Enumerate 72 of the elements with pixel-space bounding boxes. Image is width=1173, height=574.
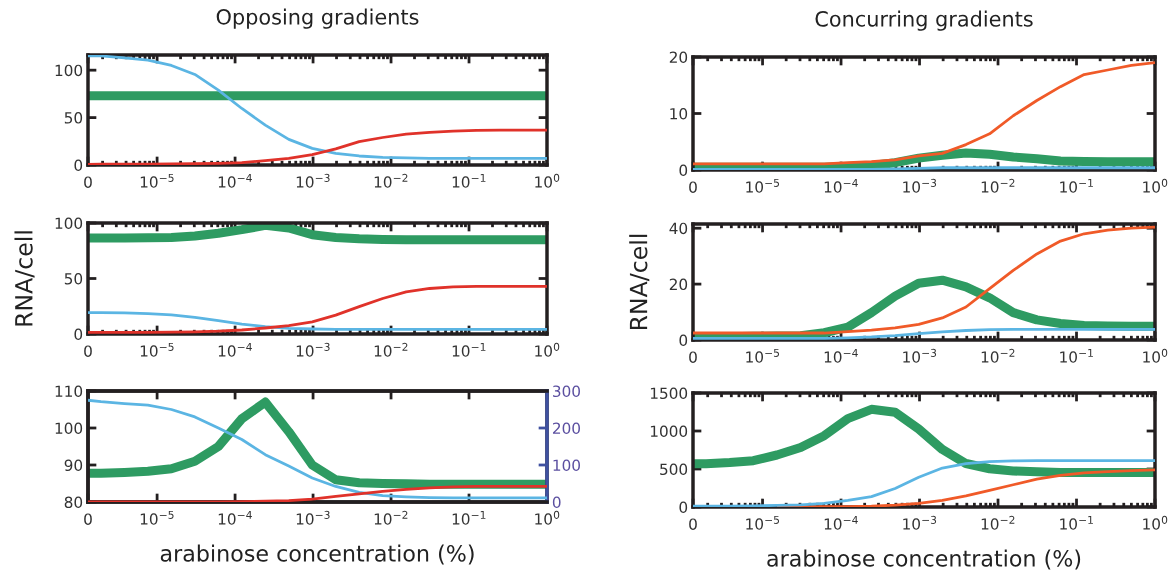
- x-tick-label: 10$^{−3}$: [903, 178, 937, 193]
- y-tick-label: 0: [679, 334, 688, 347]
- y-tick-label: 90: [64, 459, 83, 472]
- x-tick-label: 0: [84, 176, 92, 188]
- y-tick-label: 100: [55, 64, 83, 77]
- y-tick-label: 500: [660, 463, 688, 476]
- x-axis-title: arabinose concentration (%): [160, 544, 474, 565]
- x-tick-label: 10$^{−4}$: [218, 510, 252, 525]
- y-tick-label: 20: [669, 51, 688, 64]
- x-tick-label: 0: [689, 518, 697, 530]
- y2-tick-label: 100: [553, 459, 581, 472]
- x-tick-label: 10$^{−5}$: [746, 515, 780, 530]
- x-tick-label: 0: [84, 345, 92, 357]
- y-tick-label: 1000: [650, 425, 688, 438]
- x-tick-label: 10$^{0}$: [535, 173, 560, 188]
- x-tick-label: 10$^{0}$: [1143, 348, 1168, 363]
- y-tick-label: 1500: [650, 387, 688, 400]
- y-axis-title: RNA/cell: [629, 234, 650, 330]
- y-tick-label: 20: [669, 278, 688, 291]
- x-tick-label: 10$^{−2}$: [374, 173, 408, 188]
- x-tick-label: 10$^{−4}$: [218, 173, 252, 188]
- y-tick-label: 80: [64, 496, 83, 509]
- y2-tick-label: 200: [552, 422, 581, 435]
- x-tick-label: 10$^{−2}$: [981, 515, 1015, 530]
- x-tick-label: 10$^{0}$: [1143, 515, 1168, 530]
- chart-title: Opposing gradients: [216, 8, 419, 29]
- x-tick-label: 10$^{−2}$: [374, 342, 408, 357]
- x-tick-label: 10$^{−3}$: [903, 348, 937, 363]
- x-tick-label: 10$^{−4}$: [824, 348, 858, 363]
- x-tick-label: 0: [689, 351, 697, 363]
- x-tick-label: 10$^{−3}$: [296, 173, 330, 188]
- y2-tick-label: 0: [552, 496, 561, 509]
- x-tick-label: 10$^{−5}$: [140, 173, 174, 188]
- y-tick-label: 0: [74, 328, 83, 341]
- x-tick-label: 10$^{0}$: [1143, 178, 1168, 193]
- y-tick-label: 100: [55, 422, 83, 435]
- y-tick-label: 0: [679, 164, 688, 177]
- x-tick-label: 10$^{−1}$: [452, 510, 486, 525]
- x-tick-label: 10$^{−1}$: [1060, 348, 1093, 363]
- y-tick-label: 0: [74, 159, 83, 172]
- x-tick-label: 10$^{−4}$: [824, 178, 858, 193]
- x-tick-label: 0: [84, 513, 92, 525]
- x-tick-label: 10$^{−5}$: [140, 510, 174, 525]
- chart-title: Concurring gradients: [815, 10, 1033, 31]
- y-tick-label: 40: [669, 222, 688, 235]
- x-tick-label: 10$^{−5}$: [140, 342, 174, 357]
- y-tick-label: 50: [64, 272, 83, 285]
- y-tick-label: 100: [55, 217, 83, 230]
- x-tick-label: 10$^{−4}$: [218, 342, 252, 357]
- x-tick-label: 10$^{−5}$: [746, 348, 780, 363]
- x-tick-label: 10$^{−1}$: [1060, 515, 1093, 530]
- x-tick-label: 10$^{−1}$: [452, 342, 486, 357]
- x-tick-label: 10$^{0}$: [535, 342, 560, 357]
- x-tick-label: 10$^{0}$: [535, 510, 560, 525]
- y-tick-label: 50: [64, 112, 83, 124]
- x-tick-label: 10$^{−2}$: [981, 348, 1015, 363]
- y-tick-label: 110: [55, 385, 83, 398]
- x-tick-label: 10$^{−3}$: [296, 510, 330, 525]
- y-tick-label: 0: [679, 501, 688, 514]
- x-tick-label: 10$^{−3}$: [903, 515, 937, 530]
- x-tick-label: 10$^{−2}$: [981, 178, 1015, 193]
- y2-tick-label: 300: [553, 385, 581, 398]
- x-tick-label: 10$^{−1}$: [452, 173, 486, 188]
- x-tick-label: 10$^{−4}$: [824, 515, 858, 530]
- y-tick-label: 10: [670, 107, 688, 120]
- x-tick-label: 0: [689, 181, 697, 193]
- x-tick-label: 10$^{−3}$: [296, 342, 330, 357]
- x-tick-label: 10$^{−5}$: [746, 178, 780, 193]
- x-tick-label: 10$^{−1}$: [1060, 178, 1093, 193]
- x-tick-label: 10$^{−2}$: [374, 510, 408, 525]
- y-axis-title: RNA/cell: [14, 231, 35, 326]
- x-axis-title: arabinose concentration (%): [767, 549, 1081, 570]
